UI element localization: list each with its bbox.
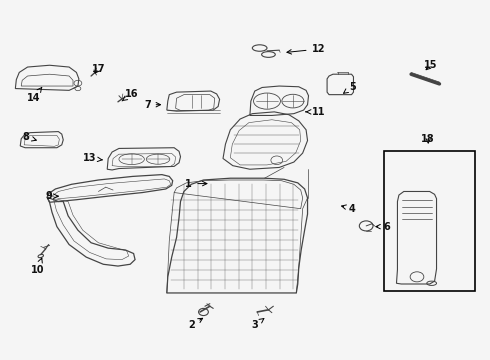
Text: 12: 12 (287, 44, 325, 54)
Text: 5: 5 (343, 82, 356, 93)
Text: 14: 14 (27, 87, 42, 103)
Text: 3: 3 (251, 319, 264, 330)
Text: 15: 15 (424, 60, 438, 70)
Text: 18: 18 (421, 134, 435, 144)
Text: 10: 10 (30, 258, 44, 275)
Text: 9: 9 (45, 191, 58, 201)
Text: 17: 17 (92, 64, 105, 74)
Text: 13: 13 (83, 153, 102, 163)
Text: 4: 4 (342, 204, 356, 214)
Text: 11: 11 (306, 107, 325, 117)
Text: 8: 8 (23, 132, 36, 142)
Text: 2: 2 (188, 318, 202, 330)
Text: 1: 1 (185, 179, 207, 189)
Text: 16: 16 (122, 89, 138, 101)
Text: 7: 7 (144, 100, 161, 110)
Text: 6: 6 (376, 222, 390, 231)
